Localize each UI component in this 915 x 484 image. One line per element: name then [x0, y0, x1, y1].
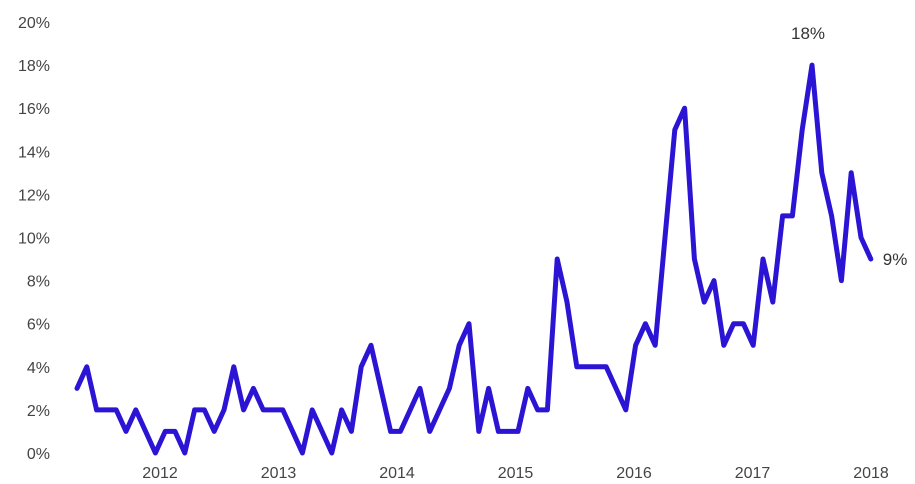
y-tick-label: 16% — [18, 101, 50, 118]
last-value-annotation: 9% — [883, 250, 908, 269]
peak-annotation: 18% — [791, 24, 825, 43]
series-line — [74, 62, 874, 456]
x-tick-label: 2014 — [379, 465, 415, 482]
y-tick-label: 10% — [18, 231, 50, 248]
x-tick-label: 2016 — [616, 465, 652, 482]
x-tick-label: 2012 — [142, 465, 178, 482]
y-tick-label: 14% — [18, 144, 50, 161]
x-axis-ticks: 2012 2013 2014 2015 2016 2017 2018 — [142, 465, 889, 482]
y-tick-label: 0% — [27, 446, 50, 463]
y-tick-label: 12% — [18, 187, 50, 204]
x-tick-label: 2018 — [853, 465, 889, 482]
y-tick-label: 8% — [27, 274, 50, 291]
y-tick-label: 4% — [27, 360, 50, 377]
x-tick-label: 2015 — [498, 465, 534, 482]
y-axis-ticks: 0% 2% 4% 6% 8% 10% 12% 14% 16% 18% 20% — [18, 15, 50, 463]
x-tick-label: 2017 — [735, 465, 771, 482]
y-tick-label: 6% — [27, 317, 50, 334]
y-tick-label: 20% — [18, 15, 50, 32]
y-tick-label: 18% — [18, 58, 50, 75]
x-tick-label: 2013 — [261, 465, 297, 482]
y-tick-label: 2% — [27, 403, 50, 420]
